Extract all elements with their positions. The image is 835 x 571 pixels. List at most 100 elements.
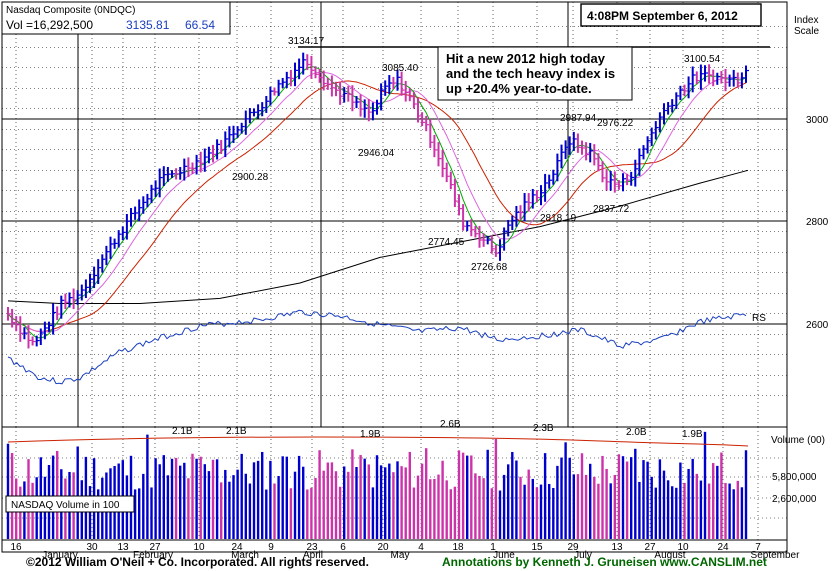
timestamp: 4:08PM September 6, 2012 xyxy=(587,9,738,23)
volume-bar xyxy=(445,480,448,539)
volume-bar xyxy=(441,460,444,539)
volume-bar xyxy=(174,457,178,539)
volume-bar xyxy=(527,469,530,539)
volume-bar xyxy=(228,481,231,539)
price-labels: 3134.17 3085.40 2900.28 2946.04 2987.94 … xyxy=(232,36,721,273)
x-axis-months: January February March April May June July Augu… xyxy=(42,550,800,561)
x-axis-band xyxy=(1,539,788,553)
volume-bar xyxy=(56,450,59,539)
volume-bar xyxy=(384,467,387,539)
volume-bar xyxy=(511,451,514,539)
volume-bar xyxy=(617,454,621,539)
volume-bar xyxy=(576,474,580,539)
label-low-april: 2946.04 xyxy=(358,148,395,159)
x-tick-month: March xyxy=(231,550,259,561)
x-tick-day: 30 xyxy=(86,542,98,553)
volume-bar xyxy=(347,471,350,539)
volume-bar xyxy=(277,476,280,539)
volume-mark: 2.6B xyxy=(440,419,461,430)
volume-bar xyxy=(236,469,239,539)
volume-marks: 2.1B 2.1B 1.9B 2.6B 2.3B 2.0B 1.9B xyxy=(172,419,703,440)
x-tick-day: 10 xyxy=(193,542,205,553)
volume-inset-label: NASDAQ Volume in 100 xyxy=(11,500,120,511)
volume-bar xyxy=(535,487,539,539)
volume-bar xyxy=(306,489,309,539)
volume-mark: 1.9B xyxy=(682,429,703,440)
volume-bar xyxy=(207,471,211,539)
volume-bar xyxy=(560,457,563,539)
volume-average-line xyxy=(7,436,749,447)
volume-bar xyxy=(429,479,432,539)
x-tick-month: June xyxy=(493,550,515,561)
volume-bar xyxy=(154,458,157,539)
volume-bar xyxy=(244,473,247,539)
label-high-august: 3100.54 xyxy=(684,54,721,65)
volume-bar xyxy=(589,463,592,539)
volume-bar xyxy=(416,475,420,539)
volume-bar xyxy=(548,484,551,539)
volume-bar xyxy=(363,458,366,539)
volume-bar xyxy=(486,449,489,539)
volume-bar xyxy=(597,483,600,539)
volume-bar xyxy=(724,482,727,539)
x-tick-day: 29 xyxy=(567,542,579,553)
volume-bar xyxy=(150,487,153,539)
volume-bar xyxy=(519,476,522,539)
volume-bar xyxy=(330,462,334,539)
timestamp-box xyxy=(580,3,762,27)
volume-bar xyxy=(744,450,748,539)
volume-bar xyxy=(437,474,440,539)
volume-bar xyxy=(707,483,711,539)
volume-readout: Vol =16,292,500 xyxy=(6,18,93,32)
volume-bar xyxy=(392,472,395,539)
volume-bar xyxy=(138,488,141,539)
x-tick-month: August xyxy=(654,550,685,561)
y-tick-2800: 2800 xyxy=(806,217,829,228)
volume-bar xyxy=(211,459,215,539)
volume-bar xyxy=(187,478,190,539)
label-high-march: 3134.17 xyxy=(288,36,325,47)
volume-bar xyxy=(634,448,637,539)
label-high-july: 2987.94 xyxy=(560,113,597,124)
annotation-text: Hit a new 2012 high today and the tech he… xyxy=(446,51,615,96)
volume-bar xyxy=(679,462,682,539)
volume-bar xyxy=(265,489,268,539)
volume-bar xyxy=(293,471,297,539)
rs-label: RS xyxy=(752,313,766,324)
volume-bar xyxy=(449,489,452,539)
volume-bar xyxy=(732,489,735,539)
volume-bar xyxy=(630,457,633,539)
volume-bar xyxy=(601,455,604,539)
volume-bar xyxy=(183,462,186,539)
volume-bar xyxy=(720,452,723,539)
label-low-march: 2900.28 xyxy=(232,172,269,183)
x-tick-month: January xyxy=(42,550,78,561)
volume-bar xyxy=(523,484,526,539)
last-price: 3135.81 xyxy=(126,18,170,32)
x-tick-day: 24 xyxy=(717,542,729,553)
ma-200-day-line xyxy=(7,169,749,304)
volume-inset-box xyxy=(5,495,135,513)
y-tick-3000: 3000 xyxy=(806,115,829,126)
volume-bar xyxy=(289,488,293,539)
volume-bar xyxy=(412,487,416,539)
volume-tick-5800000: 5,800,000 xyxy=(772,472,817,483)
ma-50-day-line xyxy=(7,80,747,333)
volume-bar xyxy=(314,477,317,539)
index-scale-label: Index Scale xyxy=(794,15,819,37)
volume-bar xyxy=(379,465,383,539)
volume-bar xyxy=(252,462,256,539)
header-box xyxy=(1,1,231,35)
x-tick-day: 6 xyxy=(340,542,346,553)
x-tick-day: 4 xyxy=(418,542,424,553)
volume-bar xyxy=(199,456,202,539)
x-tick-day: 10 xyxy=(677,542,689,553)
volume-bar xyxy=(203,464,206,539)
x-tick-day: 23 xyxy=(306,542,318,553)
volume-bar xyxy=(256,460,260,539)
volume-bar xyxy=(224,469,227,539)
volume-bar xyxy=(621,456,625,539)
volume-bar xyxy=(351,449,354,539)
volume-bar xyxy=(425,448,428,539)
volume-bar xyxy=(461,452,465,539)
